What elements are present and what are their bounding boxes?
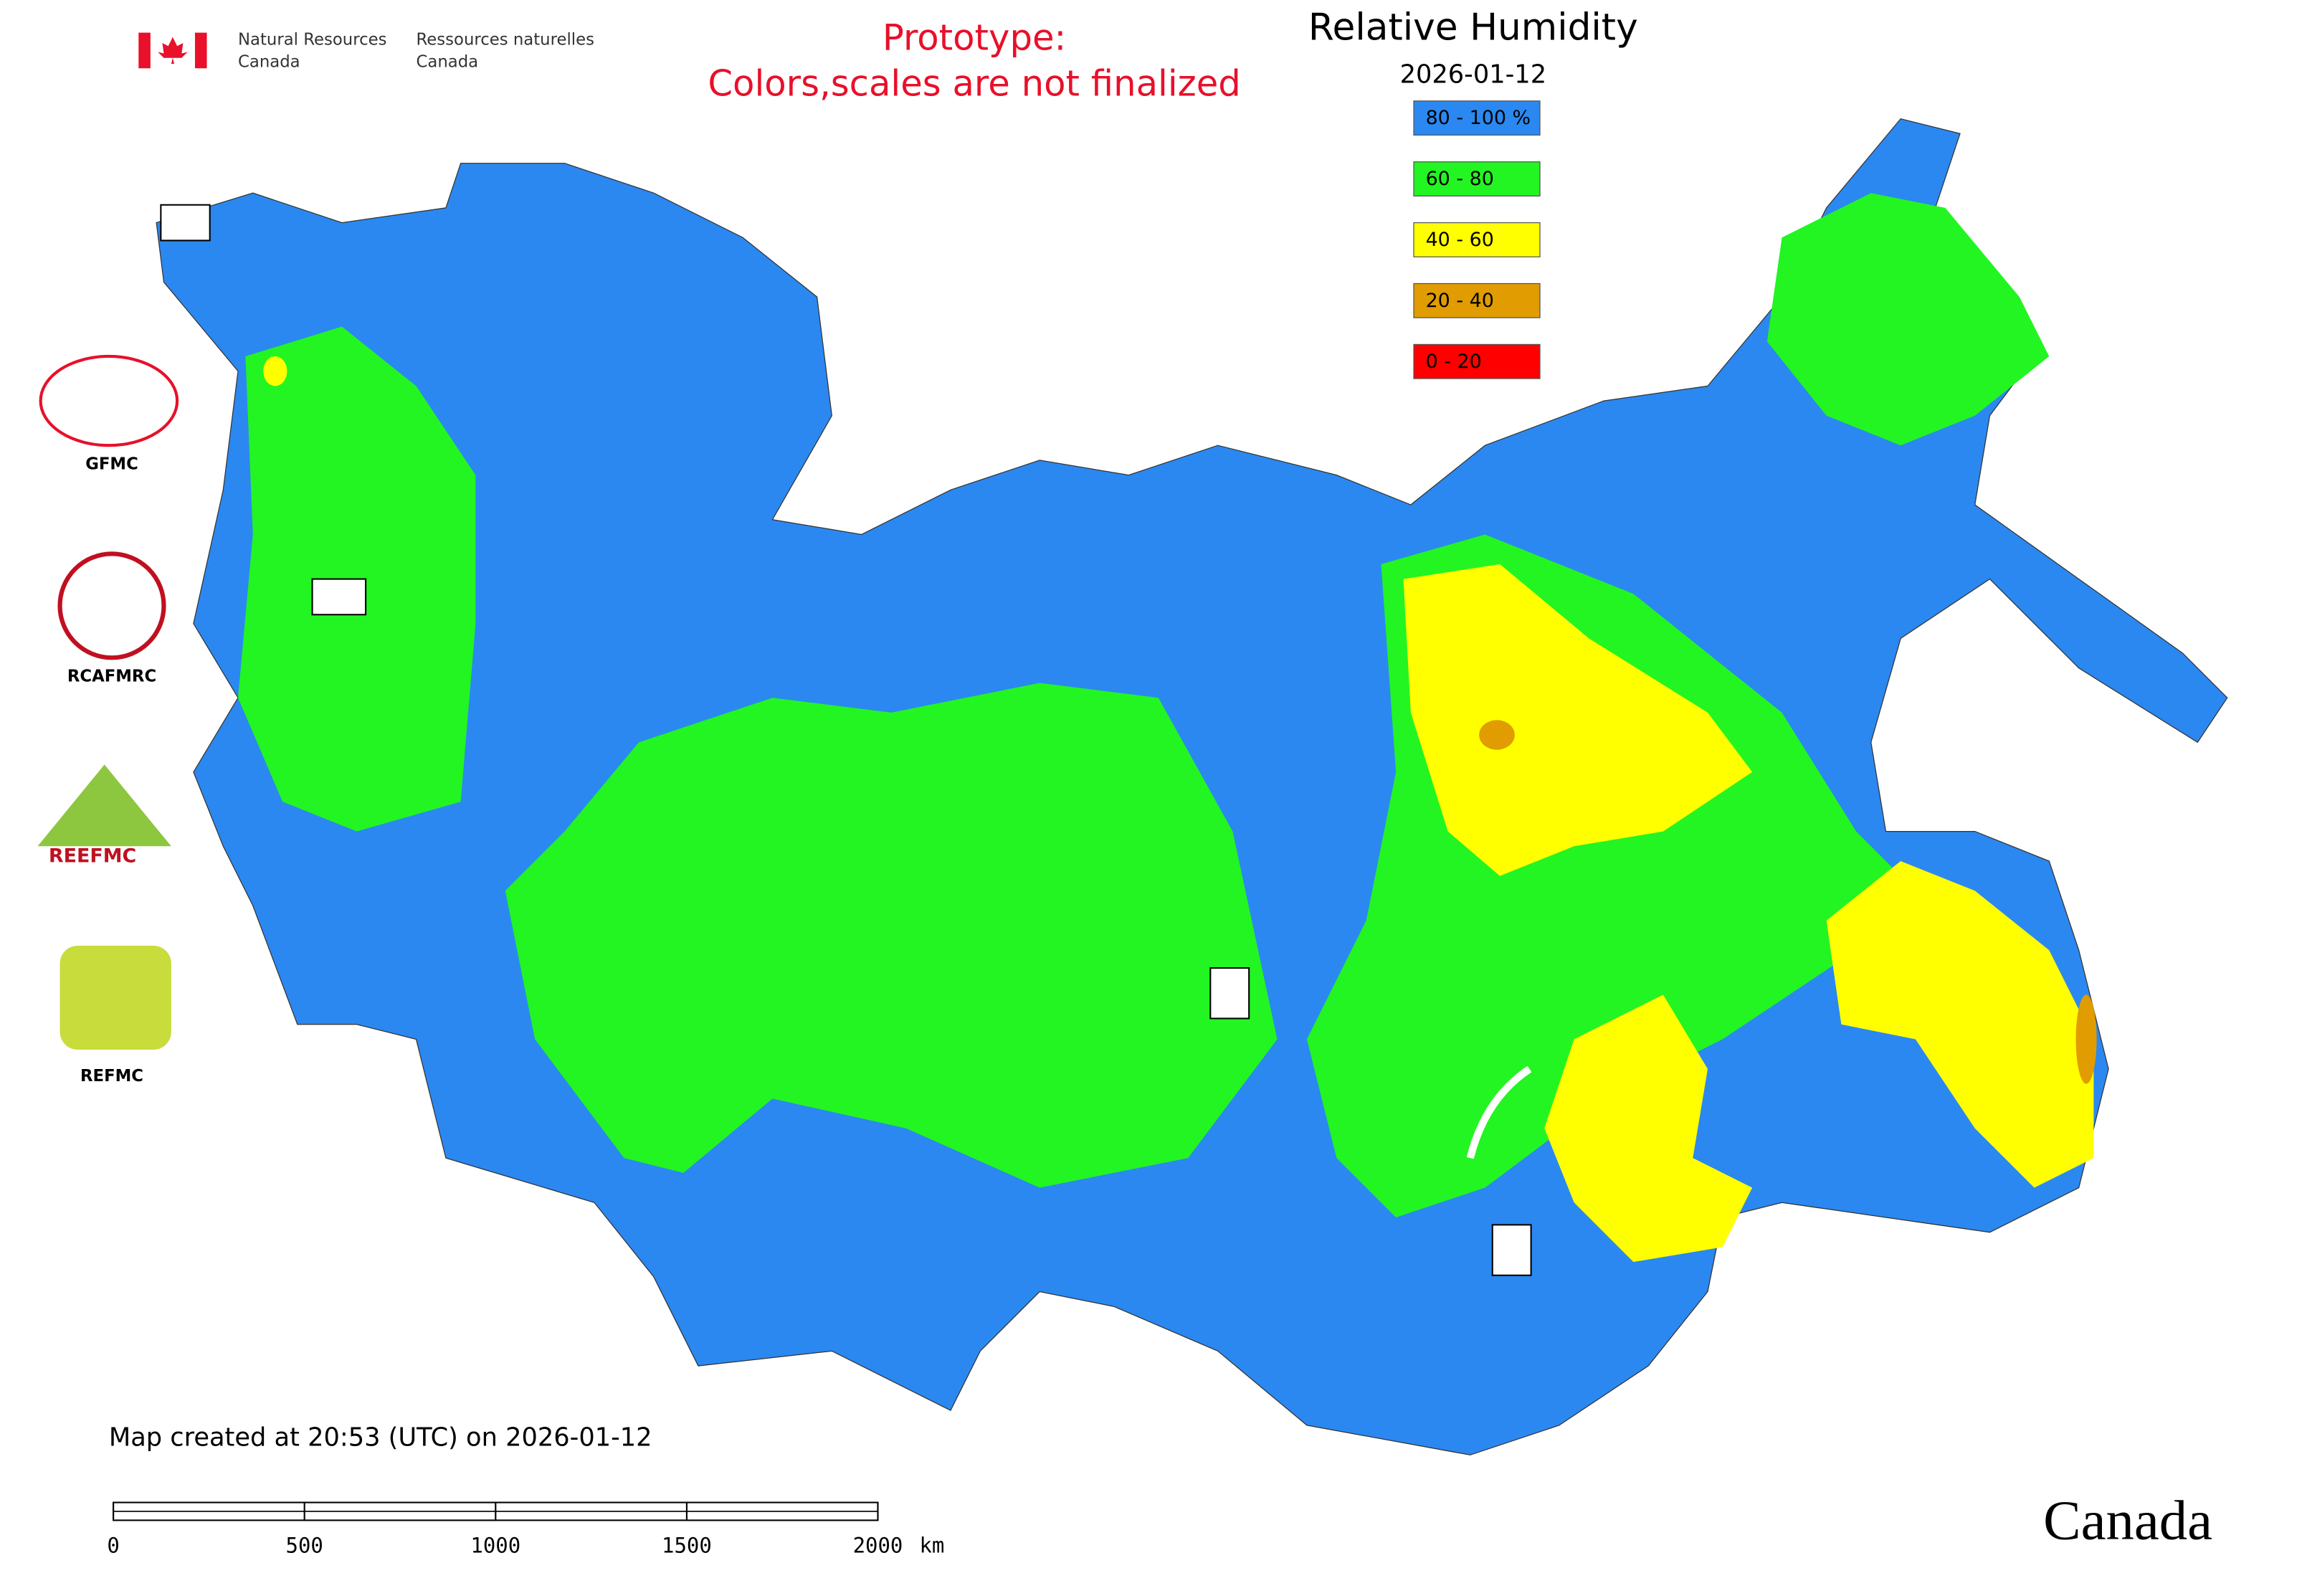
legend-label: 20 - 40 [1426, 290, 1494, 312]
scale-label: 0 [107, 1534, 119, 1558]
region-moderate [1403, 564, 1753, 876]
map-date: 2026-01-12 [1400, 60, 1547, 90]
agency-fr: Ressources naturelles [417, 30, 594, 49]
legend-swatch [1413, 222, 1541, 257]
region-dry [2075, 994, 2097, 1084]
refmc-logo [60, 946, 171, 1050]
map [156, 118, 2228, 1455]
rcafmrc-logo [57, 551, 166, 660]
scale-segment [113, 1501, 305, 1512]
legend: 80 - 100 % 60 - 80 40 - 60 20 - 40 0 - 20 [1413, 100, 1541, 379]
region-moderate [1544, 994, 1753, 1263]
scale-label: 2000 [853, 1534, 903, 1558]
scale-label: 1500 [662, 1534, 712, 1558]
scale-label: 500 [286, 1534, 323, 1558]
legend-label: 0 - 20 [1426, 351, 1482, 373]
scale-unit: km [919, 1534, 944, 1558]
gfmc-logo [39, 354, 179, 447]
notice: Prototype: [883, 16, 1066, 58]
region-dry [1479, 720, 1515, 750]
agency-en: Natural Resources [238, 30, 386, 49]
notice: Colors,scales are not finalized [708, 63, 1240, 105]
scale-segment [303, 1511, 497, 1521]
region-moist [1766, 193, 2050, 446]
lake-baikal [1466, 1065, 1532, 1159]
legend-swatch [1413, 343, 1541, 379]
site-marker [311, 578, 367, 616]
legend-swatch [1413, 161, 1541, 196]
legend-swatch [1413, 100, 1541, 136]
legend-label: 80 - 100 % [1426, 107, 1531, 129]
legend-swatch [1413, 282, 1541, 318]
logo-label: REFMC [80, 1067, 143, 1086]
flag-band [138, 32, 151, 69]
legend-label: 60 - 80 [1426, 168, 1494, 190]
logo-label: RCAFMRC [67, 668, 156, 686]
region-moist [505, 683, 1278, 1188]
logo-label: REEFMC [49, 845, 136, 867]
logos [37, 354, 179, 1050]
region-moderate [263, 356, 287, 386]
agency-en: Canada [238, 52, 300, 71]
site-marker [160, 204, 211, 242]
flag-band [194, 32, 207, 69]
site-marker [1491, 1224, 1532, 1276]
site-marker [1209, 967, 1250, 1020]
scale-label: 1000 [470, 1534, 520, 1558]
reefmc-logo [37, 764, 171, 847]
region-moderate [1826, 861, 2094, 1188]
legend-label: 40 - 60 [1426, 229, 1494, 251]
map-title: Relative Humidity [1308, 6, 1638, 49]
agency-signature: Natural Resources Canada Ressources natu… [138, 30, 594, 71]
logo-label: GFMC [85, 455, 138, 474]
logo-labels: GFMC RCAFMRC REEFMC REFMC [49, 455, 156, 1086]
canada-wordmark: Canada [2043, 1490, 2212, 1552]
maple-leaf [158, 37, 188, 65]
scale-bar: 0 500 1000 1500 2000 km [107, 1501, 944, 1558]
agency-fr: Canada [417, 52, 479, 71]
footer-note: Map created at 20:53 (UTC) on 2026-01-12 [109, 1423, 652, 1453]
scale-segment [686, 1511, 879, 1521]
scale-segment [495, 1501, 688, 1512]
